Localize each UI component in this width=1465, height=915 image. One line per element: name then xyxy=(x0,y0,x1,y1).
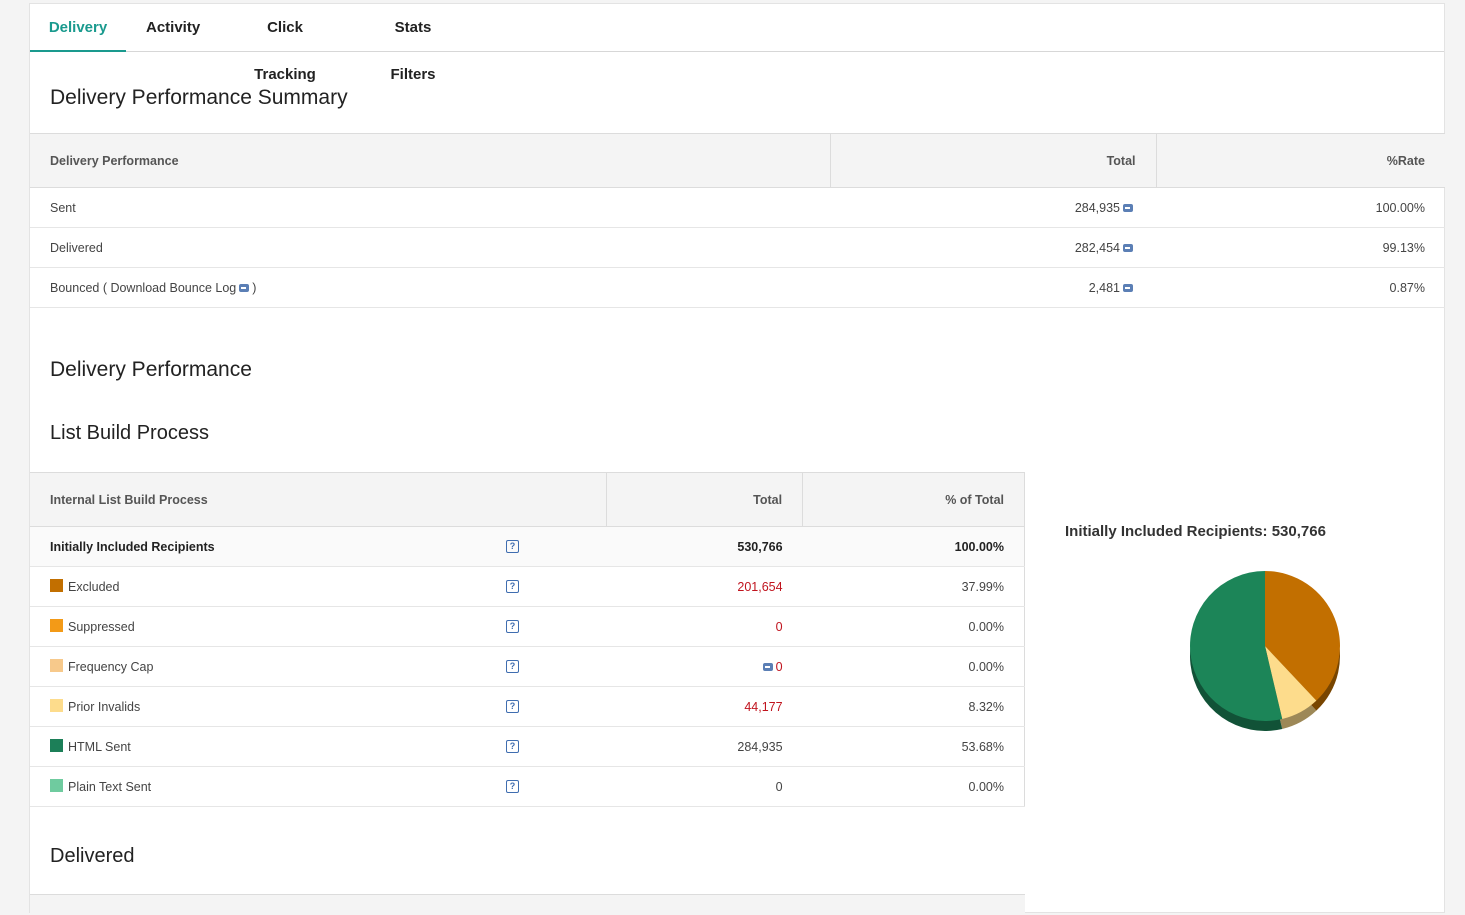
row-total: 284,935 xyxy=(1074,200,1120,215)
summary-col-total: Total xyxy=(829,133,1156,188)
delivery-performance-title: Delivery Performance xyxy=(50,358,252,381)
legend-swatch xyxy=(50,579,63,592)
list-build-table: Internal List Build Process Total % of T… xyxy=(30,472,1025,807)
build-col-pct: % of Total xyxy=(802,472,1025,527)
row-label: Initially Included Recipients xyxy=(50,539,215,554)
row-rate: 99.13% xyxy=(1156,227,1445,268)
report-panel: Delivery Activity Click Tracking Stats F… xyxy=(29,3,1445,915)
row-pct: 100.00% xyxy=(802,526,1025,567)
pie-slice-html-sent[interactable] xyxy=(1190,571,1283,721)
tab-delivery[interactable]: Delivery xyxy=(30,4,126,52)
summary-col-rate: %Rate xyxy=(1155,133,1445,188)
help-icon[interactable]: ? xyxy=(506,740,519,753)
pie-chart-title: Initially Included Recipients: 530,766 xyxy=(1065,523,1326,540)
row-total: 530,766 xyxy=(606,526,803,567)
row-label: Suppressed xyxy=(68,620,135,634)
drilldown-arrow-icon[interactable] xyxy=(1123,204,1133,213)
legend-swatch xyxy=(50,699,63,712)
table-row: Prior Invalids ? 44,177 8.32% xyxy=(30,686,1025,727)
row-total[interactable]: 201,654 xyxy=(606,566,803,607)
help-icon[interactable]: ? xyxy=(506,620,519,633)
row-total: 0 xyxy=(606,766,803,807)
delivered-table-header xyxy=(30,894,1025,915)
summary-table: Delivery Performance Total %Rate Sent 28… xyxy=(30,133,1445,308)
table-row: Sent 284,935 100.00% xyxy=(30,187,1445,228)
legend-swatch xyxy=(50,739,63,752)
table-row: Bounced ( Download Bounce Log) 2,481 0.8… xyxy=(30,267,1445,308)
row-label-suffix: ) xyxy=(252,280,257,295)
row-rate: 0.87% xyxy=(1156,267,1445,308)
pie-slice-prior-invalids[interactable] xyxy=(1265,646,1317,719)
tab-activity[interactable]: Activity xyxy=(146,19,201,36)
drilldown-arrow-icon[interactable] xyxy=(762,663,773,672)
tab-bar: Delivery Activity Click Tracking Stats F… xyxy=(30,4,1444,83)
row-pct: 0.00% xyxy=(802,606,1025,647)
build-col-total: Total xyxy=(606,472,803,527)
help-icon[interactable]: ? xyxy=(506,540,519,553)
table-row: Excluded ? 201,654 37.99% xyxy=(30,566,1025,607)
table-row: Plain Text Sent ? 0 0.00% xyxy=(30,766,1025,807)
row-total[interactable]: 0 xyxy=(606,606,803,647)
row-pct: 8.32% xyxy=(802,686,1025,727)
pie-chart xyxy=(1190,571,1340,731)
table-row: Frequency Cap ? 0 0.00% xyxy=(30,646,1025,687)
row-label: Prior Invalids xyxy=(68,700,141,714)
row-total[interactable]: 0 xyxy=(775,659,783,674)
tab-stats-filters[interactable]: Stats Filters xyxy=(390,19,436,83)
row-label: Plain Text Sent xyxy=(68,780,152,794)
legend-swatch xyxy=(50,619,63,632)
delivered-title: Delivered xyxy=(50,845,135,867)
table-row: Suppressed ? 0 0.00% xyxy=(30,606,1025,647)
summary-col-performance: Delivery Performance xyxy=(30,133,830,188)
row-rate: 100.00% xyxy=(1156,187,1445,228)
table-row: Delivered 282,454 99.13% xyxy=(30,227,1445,268)
table-row: Initially Included Recipients ? 530,766 … xyxy=(30,526,1025,567)
help-icon[interactable]: ? xyxy=(506,700,519,713)
legend-swatch xyxy=(50,779,63,792)
row-label: Excluded xyxy=(68,580,120,594)
download-bounce-log-icon[interactable] xyxy=(239,284,250,293)
row-pct: 0.00% xyxy=(802,766,1025,807)
summary-title: Delivery Performance Summary xyxy=(50,86,348,109)
row-label: Delivered xyxy=(30,227,830,268)
row-pct: 0.00% xyxy=(802,646,1025,687)
pie-slice-excluded[interactable] xyxy=(1265,571,1340,701)
list-build-title: List Build Process xyxy=(50,422,209,444)
row-total: 282,454 xyxy=(1074,240,1120,255)
help-icon[interactable]: ? xyxy=(506,660,519,673)
tab-click-tracking[interactable]: Click Tracking xyxy=(254,19,316,83)
row-pct: 37.99% xyxy=(802,566,1025,607)
legend-swatch xyxy=(50,659,63,672)
drilldown-arrow-icon[interactable] xyxy=(1123,284,1133,293)
row-total: 284,935 xyxy=(606,726,803,767)
help-icon[interactable]: ? xyxy=(506,580,519,593)
row-label: HTML Sent xyxy=(68,740,131,754)
drilldown-arrow-icon[interactable] xyxy=(1123,244,1133,253)
row-total[interactable]: 44,177 xyxy=(606,686,803,727)
row-label: Sent xyxy=(30,187,830,228)
row-label: Bounced ( Download Bounce Log xyxy=(50,280,237,295)
help-icon[interactable]: ? xyxy=(506,780,519,793)
row-pct: 53.68% xyxy=(802,726,1025,767)
build-col-process: Internal List Build Process xyxy=(30,472,607,527)
table-row: HTML Sent ? 284,935 53.68% xyxy=(30,726,1025,767)
row-label: Frequency Cap xyxy=(68,660,154,674)
row-total: 2,481 xyxy=(1088,280,1120,295)
